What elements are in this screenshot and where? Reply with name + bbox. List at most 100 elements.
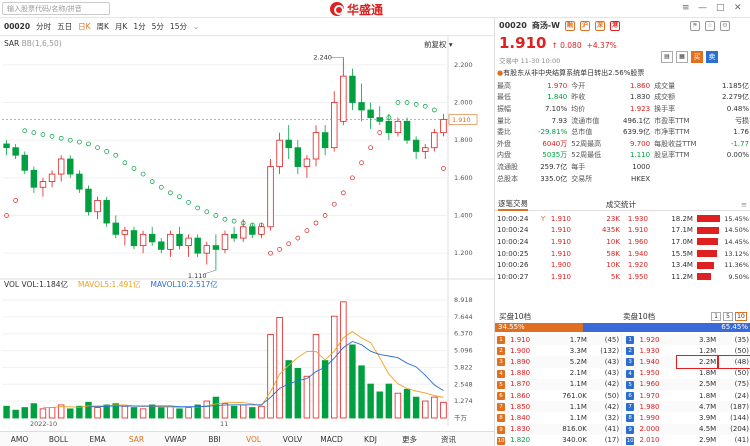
ask-count: (50) xyxy=(734,346,749,355)
date-label: 2022-10 xyxy=(30,420,57,428)
candle-body xyxy=(221,233,229,250)
candle-body xyxy=(194,237,201,254)
alert-icon[interactable]: ⚑ xyxy=(690,21,700,31)
orderbook-row[interactable]: 9 1.830 816.0K (41) 9 2.000 4.5M (204) xyxy=(495,423,750,435)
indicator-boll[interactable]: BOLL xyxy=(48,434,69,444)
stat-volume: 17.1M xyxy=(671,226,693,235)
orderbook-row[interactable]: 10 1.820 340.0K (17) 10 2.010 2.9M (41) xyxy=(495,434,750,446)
orderbook-row[interactable]: 7 1.850 1.1M (42) 7 1.980 4.7M (187) xyxy=(495,401,750,413)
orderbook-row[interactable]: 6 1.860 761.0K (50) 6 1.970 1.8M (24) xyxy=(495,389,750,402)
close-icon[interactable]: ✕ xyxy=(734,3,742,13)
notice-text: 有股东从非中央结算系统单日转出2.56%股票 xyxy=(503,69,645,77)
tab-15min[interactable]: 15分 xyxy=(169,22,187,31)
trade-price: 1.910 xyxy=(550,214,571,223)
doc-icon[interactable]: ▤ xyxy=(661,51,673,63)
search-input[interactable]: 输入股票代码/名称/拼音 xyxy=(2,2,110,15)
favorite-icon[interactable]: ☆ xyxy=(705,21,715,31)
indicator-more[interactable]: 更多 xyxy=(402,434,417,444)
candle-body xyxy=(394,120,402,134)
tab-weekly-k[interactable]: 周K xyxy=(96,22,109,31)
tab-five-day[interactable]: 五日 xyxy=(57,22,73,31)
bid-count: (43) xyxy=(604,369,620,378)
bid-volume-cell: 1.1M xyxy=(547,401,588,412)
indicator-kdj[interactable]: KDJ xyxy=(364,434,377,444)
stat-bar xyxy=(696,261,714,269)
chevron-down-icon[interactable]: ⌄ xyxy=(192,22,200,31)
minimize-icon[interactable]: — xyxy=(698,3,707,13)
tab-5min[interactable]: 5分 xyxy=(151,22,164,31)
quote-label: 52周最低 xyxy=(571,151,602,160)
bid-count: (50) xyxy=(604,391,620,400)
indicator-sar[interactable]: SAR xyxy=(128,434,145,444)
sar-point xyxy=(13,198,19,203)
quote-value: 335.0亿 xyxy=(540,174,568,183)
volume-bar xyxy=(67,408,74,419)
depth-10-button[interactable]: 10 xyxy=(735,311,747,321)
ask-volume-cell: 1.8M xyxy=(677,390,718,401)
low-marker-line xyxy=(203,269,216,275)
bid-count-cell: (17) xyxy=(588,434,623,446)
sar-point xyxy=(304,228,310,233)
ask-level: 5 xyxy=(626,380,635,389)
bid-count-cell: (42) xyxy=(588,378,623,390)
bid-volume: 761.0K xyxy=(562,391,587,400)
kline-chart[interactable]: 2.200 2.000 1.800 1.600 1.400 1.200 1.910 2.240… xyxy=(0,36,494,428)
bid-price: 1.890 xyxy=(510,357,531,366)
ask-price: 1.970 xyxy=(639,391,660,400)
volume-bar xyxy=(94,407,101,419)
ask-volume: 2.9M xyxy=(699,436,717,445)
indicator-ema[interactable]: EMA xyxy=(89,434,106,444)
menu-icon[interactable]: ≡ xyxy=(682,3,690,13)
volume-bar xyxy=(176,408,183,419)
filter-icon[interactable]: ≡ xyxy=(740,200,747,209)
tab-trade-detail[interactable]: 逐笔交易 xyxy=(498,198,528,211)
sell-button[interactable]: 卖 xyxy=(706,51,718,63)
bid-price: 1.830 xyxy=(510,425,531,434)
orderbook-row[interactable]: 1 1.910 1.7M (45) 1 1.920 3.3M (35) xyxy=(495,334,750,346)
sar-point xyxy=(49,134,55,139)
sar-point xyxy=(277,247,282,252)
notice-banner[interactable]: ●有股东从非中央结算系统单日转出2.56%股票 xyxy=(497,68,749,78)
orderbook-row[interactable]: 3 1.890 5.2M (43) 3 1.940 2.2M (48) xyxy=(495,355,750,369)
depth-1-button[interactable]: 1 xyxy=(711,311,721,321)
bid-level: 2 xyxy=(497,347,505,356)
tab-monthly-k[interactable]: 月K xyxy=(114,22,128,31)
logo-text: 华盛通 xyxy=(347,2,384,17)
maximize-icon[interactable]: □ xyxy=(716,3,725,13)
volume-bar xyxy=(258,405,265,419)
indicator-vwap[interactable]: VWAP xyxy=(164,434,187,444)
indicator-macd[interactable]: MACD xyxy=(320,434,343,444)
orderbook-row[interactable]: 2 1.900 3.3M (132) 2 1.930 1.2M (50) xyxy=(495,345,750,357)
settings-icon[interactable]: ⚙ xyxy=(720,21,730,31)
ask-count: (50) xyxy=(734,369,749,378)
candle-body xyxy=(294,147,302,167)
adjust-select[interactable]: 前复权 ▾ xyxy=(424,40,453,49)
orderbook-row[interactable]: 5 1.870 1.1M (42) 5 1.960 2.5M (75) xyxy=(495,378,750,390)
orderbook-row[interactable]: 4 1.880 2.1M (43) 4 1.950 1.8M (50) xyxy=(495,367,750,379)
volume-bar xyxy=(312,334,320,419)
volume-bar xyxy=(85,401,92,419)
tab-1min[interactable]: 1分 xyxy=(133,22,146,31)
volume-bar xyxy=(349,344,356,419)
indicator-vol[interactable]: VOL xyxy=(245,434,262,444)
buy-button[interactable]: 买 xyxy=(691,51,703,63)
bid-count: (45) xyxy=(604,335,620,344)
volume-bar xyxy=(303,375,311,419)
sar-point xyxy=(177,194,182,200)
candle-body xyxy=(312,132,320,160)
indicator-news[interactable]: 资讯 xyxy=(441,434,456,444)
tab-intraday[interactable]: 分时 xyxy=(36,22,52,31)
indicator-bbi[interactable]: BBI xyxy=(208,434,221,444)
ask-count-cell: (50) xyxy=(718,345,750,356)
indicator-volv[interactable]: VOLV xyxy=(282,434,303,444)
grid-icon[interactable]: ▦ xyxy=(676,51,688,63)
trade-volume: 10K xyxy=(606,237,620,246)
indicator-amo[interactable]: AMO xyxy=(10,434,29,444)
bid-volume: 5.2M xyxy=(569,357,587,366)
tab-daily-k[interactable]: 日K xyxy=(78,22,91,31)
ask-level-cell: 2 xyxy=(622,345,638,356)
tab-trade-stats[interactable]: 成交统计 xyxy=(606,200,636,209)
quote-label: 总市值 xyxy=(571,128,593,137)
orderbook-row[interactable]: 8 1.840 1.1M (32) 8 1.990 3.9M (144) xyxy=(495,412,750,424)
depth-5-button[interactable]: 5 xyxy=(723,311,733,321)
